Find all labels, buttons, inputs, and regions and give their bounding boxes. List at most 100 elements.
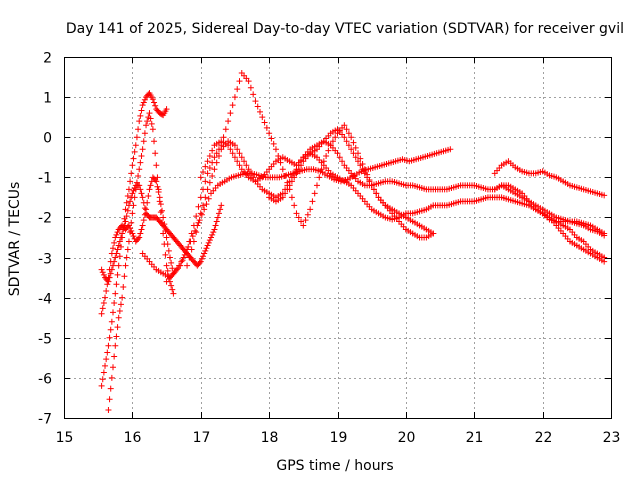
data-point-interp	[220, 134, 227, 141]
data-point-interp	[140, 199, 147, 206]
data-point-interp	[282, 172, 289, 179]
series-arc-12	[539, 210, 608, 239]
data-point	[129, 230, 136, 237]
data-point-interp	[181, 251, 188, 258]
data-point-interp	[111, 300, 118, 307]
data-point-interp	[162, 251, 169, 258]
data-point	[170, 290, 177, 297]
data-point	[231, 94, 238, 101]
data-point-interp	[215, 152, 222, 159]
data-point-interp	[147, 115, 154, 122]
data-point-interp	[159, 207, 166, 214]
data-point	[266, 130, 273, 137]
data-point-interp	[298, 162, 305, 169]
data-point-interp	[203, 201, 210, 208]
data-point-interp	[140, 99, 147, 106]
data-point-interp	[124, 207, 131, 214]
data-point-interp	[106, 334, 113, 341]
data-point-interp	[138, 152, 145, 159]
data-point	[361, 170, 368, 177]
series-arc-1	[98, 90, 170, 389]
data-point-interp	[352, 144, 359, 151]
data-point-interp	[138, 226, 145, 233]
data-point	[225, 118, 232, 125]
data-point	[139, 102, 146, 109]
data-point	[163, 262, 170, 269]
data-point-interp	[99, 376, 106, 383]
data-point-interp	[298, 218, 305, 225]
data-point-interp	[345, 142, 352, 149]
data-point	[197, 258, 204, 265]
data-point-interp	[151, 99, 158, 106]
data-point-interp	[332, 134, 339, 141]
data-point-interp	[205, 239, 212, 246]
data-point-interp	[288, 178, 295, 185]
data-point	[208, 234, 215, 241]
data-point	[156, 194, 163, 201]
data-point-interp	[288, 194, 295, 201]
x-tick-label: 17	[193, 430, 211, 446]
data-point	[98, 310, 105, 317]
data-point-interp	[144, 118, 151, 125]
data-point	[348, 134, 355, 141]
data-point	[245, 78, 252, 85]
data-point	[211, 226, 218, 233]
data-point-interp	[110, 364, 117, 371]
data-point	[341, 122, 348, 129]
data-point-interp	[200, 168, 207, 175]
data-point-interp	[236, 78, 243, 85]
x-tick-labels: 15 16 17 18 19 20 21 22 23	[56, 430, 621, 446]
data-point	[139, 222, 146, 229]
data-point-interp	[282, 190, 289, 197]
y-tick-label: -4	[38, 292, 52, 308]
data-point-interp	[120, 226, 127, 233]
y-axis-label: SDTVAR / TECUs	[7, 182, 23, 297]
data-point-interp	[169, 265, 176, 272]
data-point	[190, 238, 197, 245]
data-point	[197, 174, 204, 181]
data-point-interp	[213, 159, 220, 166]
data-point-interp	[137, 159, 144, 166]
data-point-interp	[157, 209, 164, 216]
data-point-interp	[148, 120, 155, 127]
data-point-interp	[117, 301, 124, 308]
data-point-interp	[193, 229, 200, 236]
data-point-interp	[147, 182, 154, 189]
data-point-interp	[198, 211, 205, 218]
data-point-interp	[140, 138, 147, 145]
data-points	[98, 70, 608, 413]
data-point	[180, 254, 187, 261]
data-point	[149, 96, 156, 103]
data-point-interp	[206, 237, 213, 244]
data-point-interp	[210, 229, 217, 236]
data-point	[447, 146, 454, 153]
y-tick-label: -3	[38, 252, 52, 268]
data-point	[139, 146, 146, 153]
data-point-interp	[222, 126, 229, 133]
data-point	[149, 126, 156, 133]
data-point-interp	[114, 271, 121, 278]
data-point-interp	[114, 324, 121, 331]
y-tick-label: 1	[43, 91, 52, 107]
data-point-interp	[164, 267, 171, 274]
data-point	[112, 254, 119, 261]
data-point-interp	[205, 195, 212, 202]
data-point-interp	[295, 214, 302, 221]
data-point-interp	[113, 250, 120, 257]
data-point-interp	[165, 247, 172, 254]
data-point-interp	[202, 163, 209, 170]
data-point-interp	[247, 170, 254, 177]
data-point	[119, 294, 126, 301]
data-point-interp	[140, 217, 147, 224]
data-point	[136, 234, 143, 241]
data-point-interp	[103, 356, 110, 363]
x-tick-label: 16	[124, 430, 142, 446]
series-arc-2	[105, 110, 177, 413]
data-point-interp	[188, 246, 195, 253]
data-point	[279, 194, 286, 201]
data-point	[201, 206, 208, 213]
data-point-interp	[241, 158, 248, 165]
tick-marks	[64, 57, 612, 419]
data-point-interp	[127, 198, 134, 205]
